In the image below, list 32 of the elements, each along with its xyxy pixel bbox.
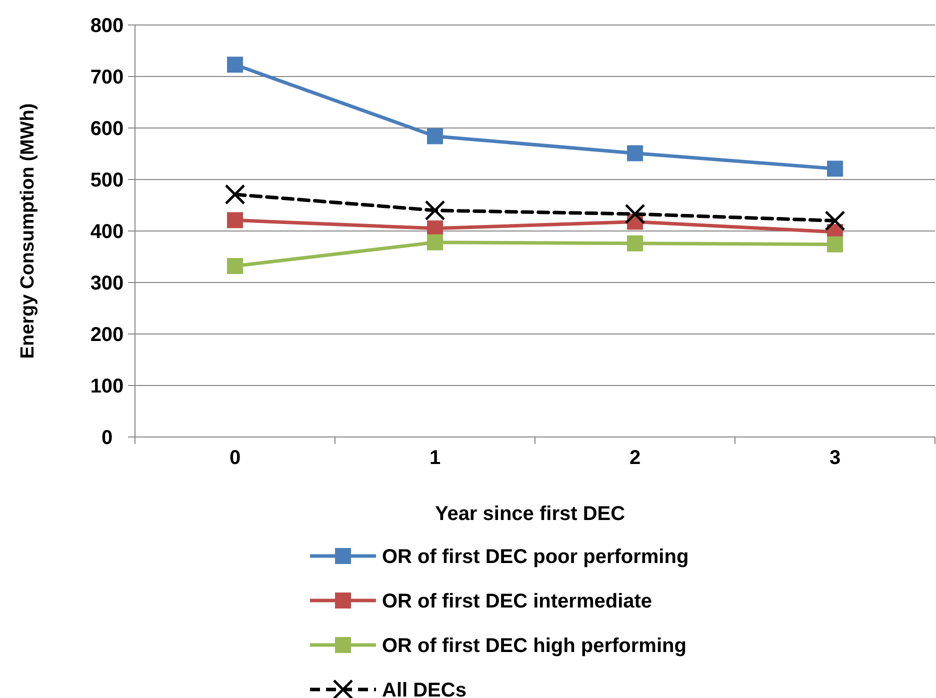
point [224,184,246,205]
legend-label: OR of first DEC poor performing [382,546,689,568]
point [424,200,446,221]
x-tick-label: 1 [429,447,441,469]
x-tick-label: 2 [629,447,641,469]
y-tick-label: 300 [90,272,124,294]
point [227,258,243,274]
legend-label: OR of first DEC high performing [382,635,686,657]
point [627,235,643,252]
x-tick-label: 0 [229,447,241,469]
y-tick-label: 200 [90,324,124,346]
point [427,128,443,144]
y-axis-title: Energy Consumption (MWh) [18,103,39,359]
y-tick-label: 0 [101,427,113,449]
point [627,145,643,162]
legend-label: All DECs [382,680,466,698]
y-tick-label: 800 [90,15,124,37]
point [827,236,843,252]
x-axis-title: Year since first DEC [434,503,626,525]
y-tick-label: 600 [90,118,124,140]
y-tick-label: 500 [90,170,124,192]
legend-label: OR of first DEC intermediate [382,590,652,612]
point [427,234,443,250]
y-tick-label: 400 [90,221,124,243]
x-tick-label: 3 [829,447,841,469]
point [227,212,243,228]
point [827,160,843,177]
y-tick-label: 700 [90,66,124,88]
point [824,210,846,231]
point [227,56,243,73]
y-tick-label: 100 [90,376,124,398]
point [624,204,646,224]
